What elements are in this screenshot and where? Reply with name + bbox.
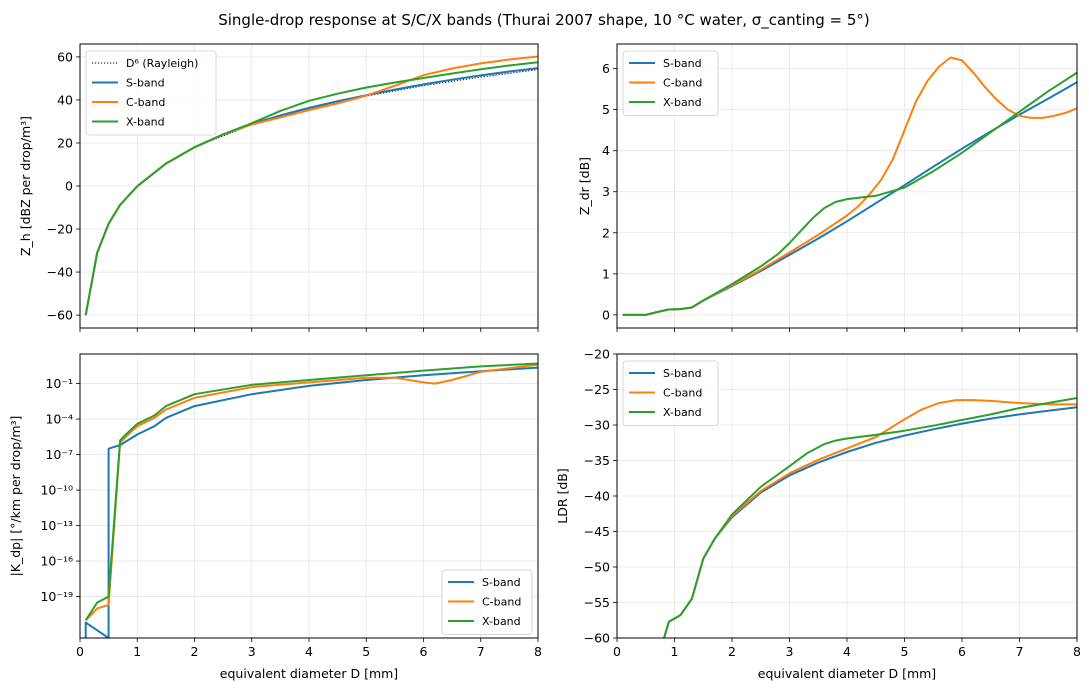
y-tick-label: 0 xyxy=(65,179,73,194)
x-tick-label: 2 xyxy=(728,644,736,659)
y-tick-label: 10⁻¹ xyxy=(45,376,73,391)
legend-label: X-band xyxy=(663,96,702,109)
y-tick-label: −30 xyxy=(584,418,610,433)
y-axis-label: Z_dr [dB] xyxy=(577,157,592,215)
legend-box xyxy=(85,50,217,136)
legend: D⁶ (Rayleigh) S-band C-band X-band xyxy=(85,50,217,136)
series-group xyxy=(663,397,1077,638)
y-tick-label: 10⁻¹³ xyxy=(40,518,73,533)
x-axis-label: equivalent diameter D [mm] xyxy=(758,666,936,681)
y-tick-label: −55 xyxy=(584,595,610,610)
y-axis-label: LDR [dB] xyxy=(555,468,570,524)
legend-label: C-band xyxy=(482,596,521,609)
y-tick-label: 10⁻⁷ xyxy=(45,447,73,462)
y-tick-label: −50 xyxy=(584,560,610,575)
legend-box xyxy=(441,569,533,635)
x-tick-label: 3 xyxy=(786,644,794,659)
x-tick-label: 8 xyxy=(1073,644,1081,659)
y-tick-label: 20 xyxy=(57,135,73,150)
x-tick-label: 2 xyxy=(191,644,199,659)
panel-zh: −60 −40 −20 0 20 40 60 Z_h [dBZ per drop/m³] D⁶ … xyxy=(18,43,539,332)
series-line-x-band xyxy=(84,362,538,621)
y-tick-label: −60 xyxy=(47,308,73,323)
x-tick-label: 4 xyxy=(843,644,851,659)
x-tick-label: 1 xyxy=(671,644,679,659)
legend: S-band C-band X-band xyxy=(441,569,533,635)
series-line-x-band xyxy=(663,397,1077,638)
y-tick-label: 2 xyxy=(602,225,610,240)
y-tick-label: 10⁻¹⁶ xyxy=(40,554,73,569)
x-tick-label: 4 xyxy=(305,644,313,659)
legend: S-band C-band X-band xyxy=(622,360,719,426)
y-tick-label: 5 xyxy=(602,102,610,117)
y-tick-label: −20 xyxy=(584,347,610,362)
x-tick-label: 7 xyxy=(477,644,485,659)
x-tick-label: 8 xyxy=(534,644,542,659)
y-tick-label: 10⁻⁴ xyxy=(45,412,73,427)
y-tick-label: −60 xyxy=(584,631,610,646)
panel-zdr: 0 1 2 3 4 5 6 Z_dr [dB] S-band C-band X-band xyxy=(577,43,1078,332)
legend-label: X-band xyxy=(482,615,521,628)
legend-box xyxy=(622,50,719,116)
panel-kdp: 0 1 2 3 4 5 6 7 8 10⁻¹⁹ 10⁻¹⁶ 10⁻¹³ 10⁻¹⁰ 10⁻⁷ 10⁻⁴ 10⁻… xyxy=(8,353,542,681)
series-line-x-band xyxy=(84,61,538,316)
y-tick-label: 3 xyxy=(602,184,610,199)
y-tick-label: 60 xyxy=(57,49,73,64)
legend-label: S-band xyxy=(663,57,702,70)
legend-label: X-band xyxy=(663,406,702,419)
x-tick-label: 7 xyxy=(1016,644,1024,659)
legend-label: S-band xyxy=(663,367,702,380)
y-tick-label: 0 xyxy=(602,307,610,322)
x-tick-label: 5 xyxy=(362,644,370,659)
series-line-x-band xyxy=(622,71,1077,316)
y-tick-label: 40 xyxy=(57,92,73,107)
y-tick-label: 10⁻¹⁰ xyxy=(40,483,73,498)
y-tick-label: −35 xyxy=(584,453,610,468)
legend: S-band C-band X-band xyxy=(622,50,719,116)
y-tick-label: 1 xyxy=(602,266,610,281)
y-tick-label: −45 xyxy=(584,524,610,539)
panel-ldr: 0 1 2 3 4 5 6 7 8 −60 −55 −50 −45 −40 −35 −30 −25 −20 equi… xyxy=(555,347,1081,682)
y-axis-label: |K_dp| [°/km per drop/m³] xyxy=(8,416,23,577)
legend-label: C-band xyxy=(663,77,702,90)
legend-label: S-band xyxy=(126,77,165,90)
x-axis-label: equivalent diameter D [mm] xyxy=(220,666,398,681)
y-tick-label: 4 xyxy=(602,143,610,158)
legend-label: C-band xyxy=(663,387,702,400)
y-tick-label: 10⁻¹⁹ xyxy=(40,589,73,604)
x-tick-label: 1 xyxy=(133,644,141,659)
y-tick-label: 6 xyxy=(602,61,610,76)
series-group xyxy=(84,362,538,638)
x-tick-label: 0 xyxy=(613,644,621,659)
x-tick-label: 5 xyxy=(901,644,909,659)
legend-label: X-band xyxy=(126,116,165,129)
series-line-s-band xyxy=(84,366,538,638)
y-tick-label: −40 xyxy=(47,265,73,280)
series-group xyxy=(84,55,538,316)
legend-label: C-band xyxy=(126,96,165,109)
y-tick-label: −25 xyxy=(584,382,610,397)
y-tick-label: −20 xyxy=(47,222,73,237)
legend-label: D⁶ (Rayleigh) xyxy=(126,57,198,70)
x-tick-label: 0 xyxy=(76,644,84,659)
legend-box xyxy=(622,360,719,426)
series-group xyxy=(622,56,1077,316)
figure-title: Single-drop response at S/C/X bands (Thu… xyxy=(218,11,870,30)
x-tick-label: 6 xyxy=(420,644,428,659)
x-tick-label: 6 xyxy=(958,644,966,659)
legend-label: S-band xyxy=(482,576,521,589)
x-tick-label: 3 xyxy=(248,644,256,659)
y-tick-label: −40 xyxy=(584,489,610,504)
y-axis-label: Z_h [dBZ per drop/m³] xyxy=(18,116,33,256)
